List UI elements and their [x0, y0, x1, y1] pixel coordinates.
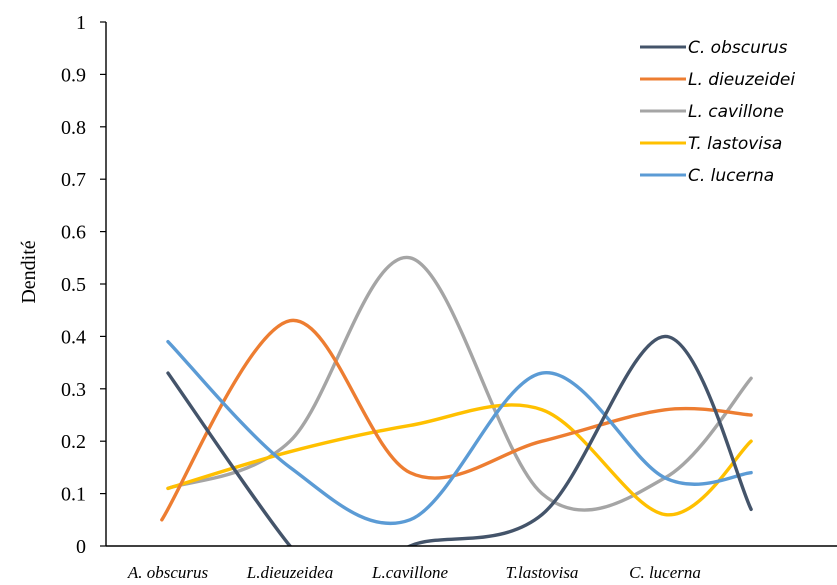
y-tick-label: 0.3: [61, 379, 86, 401]
y-tick-label: 0.2: [61, 431, 86, 453]
series-line-l-cavillone: [166, 256, 753, 512]
series-line-c-obscurus: [166, 334, 753, 546]
y-tick-label: 0.6: [61, 222, 86, 244]
y-tick-label: 0.5: [61, 274, 86, 296]
x-category-label: T.lastovisa: [506, 563, 579, 580]
legend-label: T. lastovisa: [688, 134, 782, 154]
x-category-label: L.dieuzeidea: [246, 563, 333, 580]
y-tick-label: 0.9: [61, 64, 86, 86]
x-category-label: L.cavillone: [371, 563, 448, 580]
y-tick-label: 1: [76, 12, 86, 34]
x-category-label: C. lucerna: [629, 563, 701, 580]
series-line-c-lucerna: [166, 339, 753, 526]
legend-label: L. dieuzeidei: [688, 70, 795, 90]
series-line-t-lastovisa: [166, 403, 753, 517]
y-tick-label: 0.4: [61, 326, 86, 348]
legend-label: L. cavillone: [688, 102, 784, 122]
y-axis-title: Dendité: [18, 240, 40, 303]
series-line-l-dieuzeidei: [160, 318, 753, 522]
x-category-label: A. obscurus: [127, 563, 209, 580]
y-tick-label: 0.7: [61, 169, 86, 191]
y-tick-label: 0.8: [61, 117, 86, 139]
legend-label: C. lucerna: [688, 166, 774, 186]
legend-label: C. obscurus: [688, 38, 788, 58]
y-tick-label: 0: [76, 536, 86, 558]
y-tick-label: 0.1: [61, 484, 86, 506]
